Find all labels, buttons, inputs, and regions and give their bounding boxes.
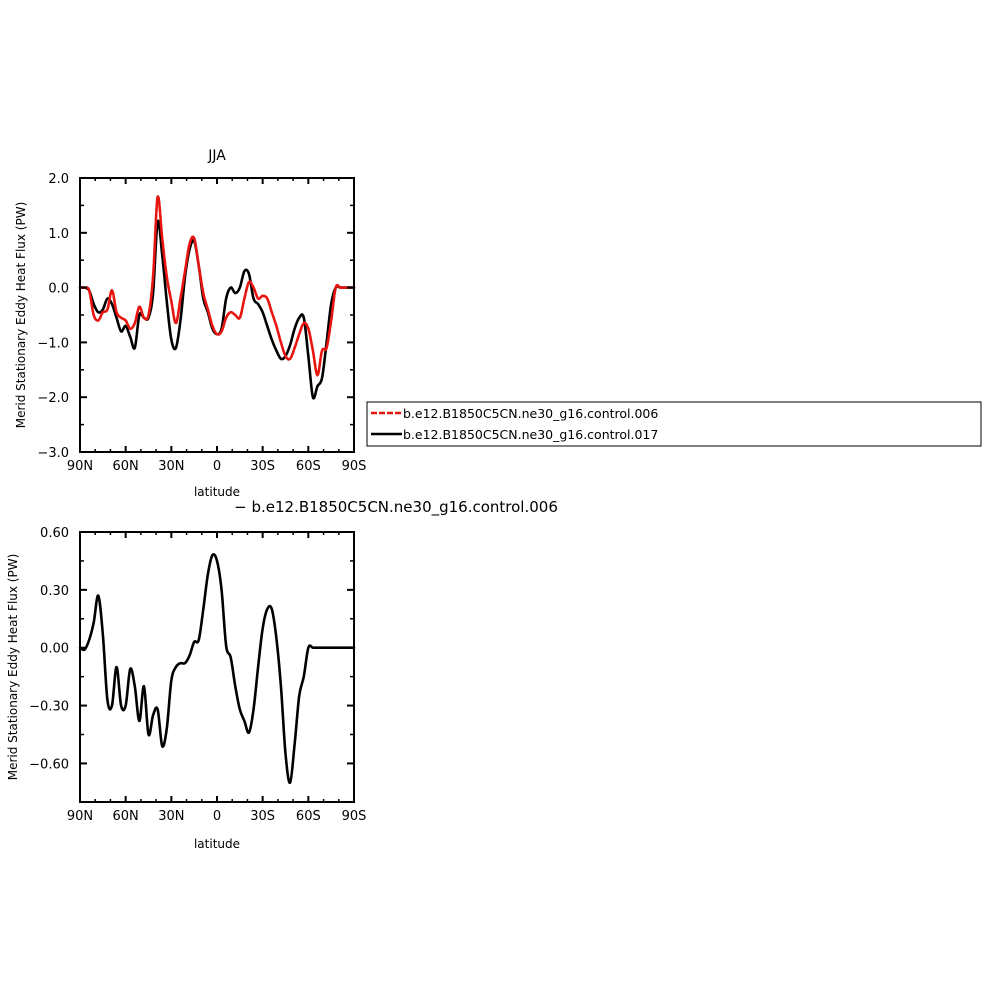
bottom-y-tick-label-4: −0.60 bbox=[29, 757, 69, 772]
top-x-tick-label-1: 60N bbox=[113, 459, 139, 474]
legend-label-006: b.e12.B1850C5CN.ne30_g16.control.006 bbox=[403, 406, 658, 421]
top-x-tick-label-4: 30S bbox=[250, 459, 275, 474]
top-x-axis-label: latitude bbox=[194, 485, 240, 499]
bottom-x-tick-label-5: 60S bbox=[296, 809, 321, 824]
top-y-tick-label-0: 2.0 bbox=[48, 172, 69, 187]
bottom-panel: − b.e12.B1850C5CN.ne30_g16.control.006 9… bbox=[6, 498, 558, 851]
bottom-x-axis-label: latitude bbox=[194, 837, 240, 851]
top-x-tick-label-2: 30N bbox=[158, 459, 184, 474]
bottom-y-tick-label-3: −0.30 bbox=[29, 700, 69, 715]
top-series-line-0 bbox=[78, 195, 356, 377]
bottom-axis-ticks: 90N 60N 30N 0 30S 60S 90S 0.60 0.30 0.00 −0.30 −0.6… bbox=[29, 526, 366, 824]
top-y-tick-label-1: 1.0 bbox=[48, 227, 69, 242]
top-series-group bbox=[78, 195, 356, 400]
top-y-tick-label-4: −2.0 bbox=[37, 391, 69, 406]
legend: b.e12.B1850C5CN.ne30_g16.control.006 b.e… bbox=[366, 401, 982, 447]
top-x-tick-label-6: 90S bbox=[342, 459, 367, 474]
top-x-tick-label-5: 60S bbox=[296, 459, 321, 474]
bottom-x-tick-label-0: 90N bbox=[67, 809, 93, 824]
top-y-tick-label-2: 0.0 bbox=[48, 282, 69, 297]
bottom-y-axis-label: Merid Stationary Eddy Heat Flux (PW) bbox=[6, 554, 20, 781]
bottom-x-tick-label-2: 30N bbox=[158, 809, 184, 824]
bottom-y-tick-label-2: 0.00 bbox=[40, 642, 69, 657]
bottom-title-text: b.e12.B1850C5CN.ne30_g16.control.006 bbox=[251, 498, 557, 517]
top-y-tick-label-5: −3.0 bbox=[37, 446, 69, 461]
legend-label-017: b.e12.B1850C5CN.ne30_g16.control.017 bbox=[403, 427, 658, 442]
bottom-plot-frame bbox=[79, 531, 355, 803]
legend-box bbox=[366, 401, 982, 447]
top-plot-frame bbox=[79, 177, 355, 453]
bottom-x-tick-label-6: 90S bbox=[342, 809, 367, 824]
bottom-series-group bbox=[78, 552, 356, 785]
bottom-x-tick-label-4: 30S bbox=[250, 809, 275, 824]
top-y-tick-label-3: −1.0 bbox=[37, 336, 69, 351]
top-y-axis-label: Merid Stationary Eddy Heat Flux (PW) bbox=[14, 202, 28, 429]
top-series-line-1 bbox=[78, 219, 356, 400]
bottom-series-line-0 bbox=[78, 552, 356, 785]
top-x-tick-label-3: 0 bbox=[213, 459, 221, 474]
bottom-panel-title: − b.e12.B1850C5CN.ne30_g16.control.006 bbox=[234, 498, 558, 517]
top-panel-title: JJA bbox=[207, 148, 226, 164]
bottom-y-tick-label-1: 0.30 bbox=[40, 584, 69, 599]
bottom-x-tick-label-1: 60N bbox=[113, 809, 139, 824]
top-x-tick-label-0: 90N bbox=[67, 459, 93, 474]
top-axis-ticks: 90N 60N 30N 0 30S 60S 90S 2.0 1.0 0.0 −1.0 −2.0 −3.0 bbox=[37, 172, 366, 474]
bottom-x-tick-label-3: 0 bbox=[213, 809, 221, 824]
bottom-title-prefix: − bbox=[234, 498, 247, 516]
top-panel: JJA 90N 60N 30N 0 30S 60S 90S 2.0 1.0 0.0 −1.0 −2.0… bbox=[14, 148, 366, 499]
bottom-y-tick-label-0: 0.60 bbox=[40, 526, 69, 541]
